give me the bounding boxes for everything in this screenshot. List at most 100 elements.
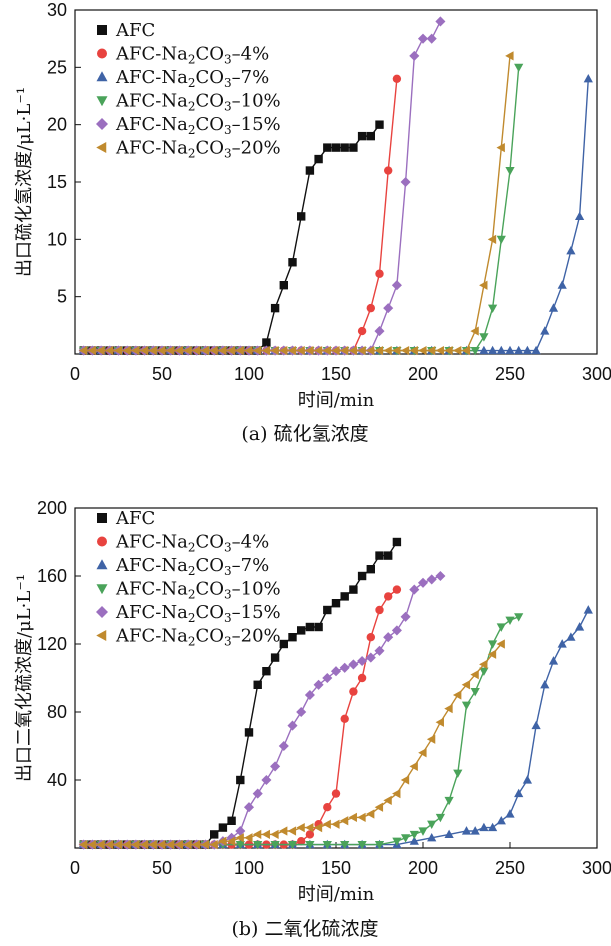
data-point [557, 639, 567, 648]
data-point [418, 827, 428, 836]
data-point [323, 605, 332, 615]
data-point [418, 345, 427, 356]
data-point [339, 345, 349, 356]
data-point [261, 774, 272, 786]
data-point [305, 841, 315, 850]
x-tick-label: 250 [495, 364, 525, 384]
data-point [409, 761, 418, 772]
legend-marker [97, 536, 107, 547]
legend-marker [96, 96, 108, 107]
data-point [270, 345, 279, 356]
data-point [270, 841, 280, 850]
x-tick-label: 0 [70, 858, 80, 878]
legend-label: AFC-Na2CO3–15% [115, 114, 281, 137]
data-point [392, 788, 401, 799]
data-point [235, 841, 245, 850]
series-AFC-Na2CO3-10% [79, 613, 524, 850]
legend-subscript: 2 [188, 611, 196, 625]
data-point [104, 345, 114, 356]
data-point [349, 585, 358, 594]
data-point [505, 809, 515, 818]
data-point [375, 551, 384, 560]
legend-subscript: 3 [224, 53, 232, 67]
data-point [374, 645, 385, 656]
data-point [392, 837, 402, 847]
data-point [279, 281, 288, 290]
data-point [348, 812, 357, 823]
series-AFC-Na2CO3-20% [78, 51, 514, 356]
data-point [252, 829, 262, 840]
x-tick-label: 300 [582, 858, 611, 878]
data-point [426, 574, 437, 585]
data-point [392, 74, 402, 84]
data-point [522, 775, 533, 784]
data-point [278, 740, 289, 752]
data-point [357, 326, 367, 336]
legend-subscript: 3 [224, 564, 232, 578]
data-point [365, 652, 376, 663]
data-point [531, 345, 541, 355]
data-point [235, 345, 244, 356]
data-point [200, 839, 210, 850]
data-point [479, 280, 488, 290]
data-point [331, 819, 340, 829]
data-point [366, 131, 375, 141]
legend-text: –4% [232, 44, 270, 65]
legend-label: AFC-Na2CO3–7% [115, 67, 269, 90]
y-tick-label: 160 [37, 566, 67, 586]
data-point [191, 345, 201, 356]
data-point [87, 839, 96, 850]
legend-text: CO [195, 532, 224, 553]
legend-subscript: 3 [224, 541, 232, 555]
x-tick-label: 100 [234, 364, 264, 384]
data-point [297, 626, 306, 635]
data-point [297, 212, 306, 221]
legend-text: –10% [232, 91, 281, 112]
data-point [349, 143, 358, 152]
legend-subscript: 2 [188, 635, 196, 649]
legend-marker [96, 71, 108, 82]
legend-text: CO [195, 91, 224, 112]
legend-text: –15% [232, 114, 281, 135]
x-tick-label: 50 [152, 364, 172, 384]
data-point [113, 345, 123, 356]
data-point [279, 639, 288, 649]
legend-subscript: 2 [188, 100, 196, 114]
data-point [426, 345, 436, 356]
x-tick-label: 200 [408, 364, 438, 384]
x-tick-label: 100 [234, 858, 264, 878]
y-tick-label: 5 [57, 287, 67, 307]
legend-subscript: 3 [224, 100, 232, 114]
data-point [427, 820, 437, 830]
data-point [331, 143, 341, 152]
y-tick-label: 200 [37, 498, 67, 518]
data-point [426, 33, 437, 44]
data-point [78, 345, 88, 356]
data-point [339, 816, 349, 826]
legend-label: AFC-Na2CO3–4% [115, 532, 269, 555]
data-point [417, 577, 429, 588]
data-point [383, 632, 394, 643]
data-point [331, 789, 341, 798]
legend-text: AFC-Na [115, 138, 188, 159]
data-point [461, 701, 472, 711]
legend-subscript: 2 [188, 123, 196, 137]
legend-marker [96, 630, 107, 641]
data-point [253, 841, 263, 850]
data-point [305, 822, 314, 833]
data-point [496, 623, 506, 632]
data-point [148, 345, 157, 356]
data-point [366, 303, 375, 313]
data-point [400, 345, 410, 356]
legend-label: AFC-Na2CO3–10% [115, 579, 281, 602]
data-point [210, 830, 219, 839]
legend-subscript: 3 [224, 76, 232, 90]
data-point [330, 666, 342, 677]
legend-subscript: 2 [188, 564, 196, 578]
data-point [400, 834, 411, 843]
data-point [296, 345, 305, 356]
data-point [374, 802, 384, 812]
legend-subscript: 3 [224, 588, 232, 602]
data-point [487, 649, 497, 659]
